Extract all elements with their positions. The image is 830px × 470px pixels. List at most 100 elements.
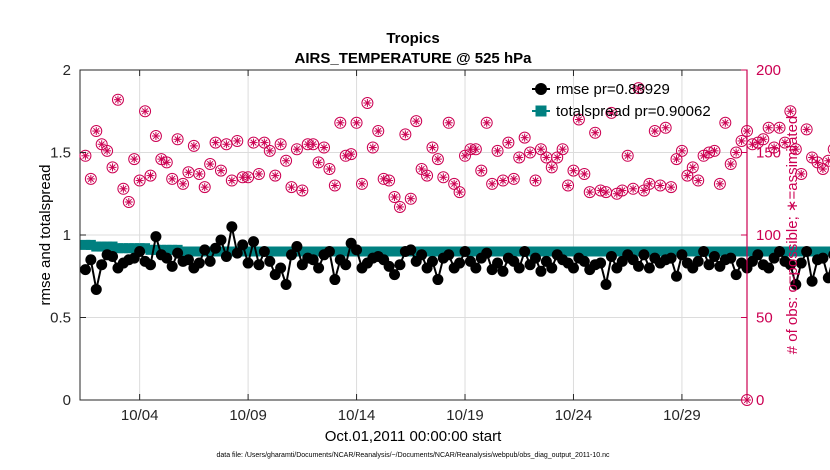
obs-possible-point <box>486 177 499 190</box>
obs-assimilated-point <box>287 183 296 192</box>
obs-assimilated-point <box>206 160 215 169</box>
y-left-axis-ticks: 0 0.5 1 1.5 2 <box>50 62 86 409</box>
rmse-point <box>242 257 254 269</box>
obs-assimilated-point <box>412 117 421 126</box>
obs-possible-point <box>198 181 211 194</box>
rmse-point <box>530 252 542 264</box>
obs-possible-point <box>285 181 298 194</box>
rmse-point <box>730 269 742 281</box>
obs-assimilated-point <box>309 140 318 149</box>
rmse-point <box>822 272 830 284</box>
obs-assimilated-point <box>672 155 681 164</box>
obs-assimilated-point <box>200 183 209 192</box>
obs-possible-point <box>681 169 694 182</box>
totalspread-point <box>601 246 612 257</box>
obs-possible-point <box>768 141 781 154</box>
obs-possible-point <box>784 105 797 118</box>
x-tick-label: 10/29 <box>663 407 701 424</box>
obs-assimilated-point <box>97 140 106 149</box>
rmse-point <box>817 252 829 264</box>
obs-assimilated-point <box>303 140 312 149</box>
totalspread-point <box>438 246 449 257</box>
obs-assimilated-point <box>553 153 562 162</box>
rmse-point <box>801 246 813 257</box>
obs-assimilated-point <box>726 160 735 169</box>
obs-assimilated-point <box>423 171 432 180</box>
obs-assimilated-point <box>135 176 144 185</box>
totalspread-point <box>579 246 590 257</box>
y-left-tick-label: 1 <box>63 227 71 244</box>
obs-possible-point <box>84 172 97 185</box>
obs-assimilated-point <box>818 165 827 173</box>
obs-possible-point <box>106 161 119 174</box>
obs-assimilated-point <box>764 123 773 132</box>
obs-possible-point <box>551 151 564 164</box>
rmse-point <box>692 255 704 267</box>
totalspread-point <box>790 246 801 257</box>
totalspread-point <box>671 246 682 257</box>
obs-assimilated-point <box>390 193 399 202</box>
obs-assimilated-point <box>211 138 220 147</box>
legend-totalspread-label: totalspread pr=0.90062 <box>556 103 711 120</box>
obs-assimilated-point <box>124 198 133 206</box>
obs-possible-point <box>144 169 157 182</box>
legend-totalspread-marker <box>535 105 547 117</box>
rmse-point <box>676 249 688 261</box>
obs-possible-point <box>621 149 634 162</box>
obs-possible-point <box>518 131 531 144</box>
totalspread-point <box>107 241 118 252</box>
obs-assimilated-point <box>780 138 789 147</box>
totalspread-point <box>335 246 346 257</box>
y-left-tick-label: 0 <box>63 392 71 409</box>
totalspread-point <box>584 246 595 257</box>
obs-possible-point <box>675 144 688 157</box>
obs-possible-point <box>578 167 591 180</box>
obs-assimilated-point <box>320 143 329 152</box>
obs-assimilated-point <box>189 141 198 150</box>
y-right-tick-label: 50 <box>756 310 773 327</box>
totalspread-point <box>118 243 129 254</box>
obs-possible-point <box>665 181 678 194</box>
totalspread-point <box>362 246 373 257</box>
rmse-point <box>383 260 395 272</box>
rmse-point <box>323 246 335 257</box>
obs-assimilated-point <box>108 163 117 172</box>
totalspread-point <box>145 244 156 255</box>
totalspread-point <box>763 246 774 257</box>
obs-assimilated-point <box>216 166 225 175</box>
obs-assimilated-point <box>661 123 670 132</box>
obs-possible-point <box>524 146 537 159</box>
rmse-point <box>144 259 156 271</box>
rmse-point <box>519 246 531 257</box>
totalspread-point <box>590 246 601 257</box>
obs-assimilated-point <box>249 138 258 147</box>
rmse-point <box>763 262 775 274</box>
obs-possible-point <box>149 130 162 142</box>
obs-assimilated-point <box>602 188 611 197</box>
obs-possible-point <box>816 163 829 175</box>
obs-possible-point <box>166 172 179 185</box>
rmse-point <box>79 264 91 276</box>
y-right-tick-label: 150 <box>756 145 781 162</box>
obs-possible-point <box>193 167 206 180</box>
totalspread-point <box>243 246 254 257</box>
obs-assimilated-point <box>347 150 356 159</box>
obs-assimilated-point <box>298 186 307 195</box>
obs-possible-point <box>556 143 569 156</box>
rmse-point <box>784 259 796 271</box>
totalspread-point <box>356 246 367 257</box>
obs-possible-point <box>437 171 450 184</box>
rmse-point <box>96 259 108 271</box>
obs-possible-point <box>773 121 786 134</box>
obs-assimilated-point <box>173 135 182 144</box>
obs-possible-point <box>800 123 813 136</box>
totalspread-point <box>812 246 823 257</box>
obs-possible-point <box>529 174 542 187</box>
totalspread-point <box>367 246 378 257</box>
obs-possible-point <box>220 138 233 151</box>
obs-possible-point <box>323 163 336 175</box>
obs-assimilated-point <box>233 136 242 145</box>
obs-assimilated-point <box>222 140 231 149</box>
obs-possible-point <box>431 153 444 166</box>
